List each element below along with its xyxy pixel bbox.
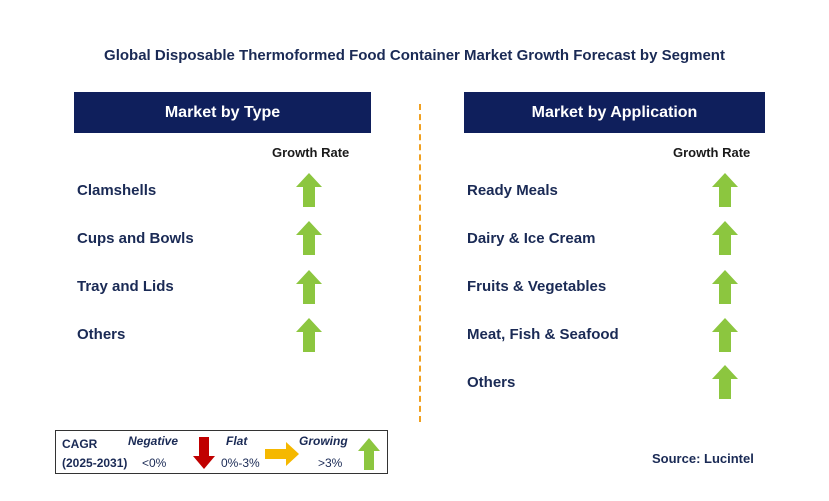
legend-period-label: (2025-2031) — [62, 456, 128, 470]
application-row-dairy-ice-cream: Dairy & Ice Cream — [467, 230, 596, 247]
market-by-application-header: Market by Application — [464, 92, 765, 133]
up-arrow-icon — [712, 270, 738, 304]
type-row-tray-and-lids: Tray and Lids — [77, 278, 174, 295]
up-arrow-icon — [296, 270, 322, 304]
cagr-legend: CAGR (2025-2031) Negative <0% Flat 0%-3%… — [55, 430, 388, 474]
application-row-others: Others — [467, 374, 516, 391]
market-by-application-header-label: Market by Application — [531, 103, 698, 121]
legend-negative-label: Negative — [128, 434, 179, 448]
panel-divider — [419, 104, 421, 422]
up-arrow-icon — [712, 365, 738, 399]
legend-negative-value: <0% — [142, 456, 167, 470]
application-row-meat-fish-seafood: Meat, Fish & Seafood — [467, 326, 619, 343]
legend-flat-label: Flat — [226, 434, 248, 448]
application-row-fruits-vegetables: Fruits & Vegetables — [467, 278, 607, 295]
legend-cagr-label: CAGR — [62, 437, 98, 451]
legend-growing-value: >3% — [318, 456, 343, 470]
market-by-type-header: Market by Type — [74, 92, 371, 133]
application-row-ready-meals: Ready Meals — [467, 182, 558, 199]
up-arrow-icon — [296, 173, 322, 207]
type-row-cups-and-bowls: Cups and Bowls — [77, 230, 194, 247]
up-arrow-icon — [712, 173, 738, 207]
up-arrow-icon — [296, 318, 322, 352]
up-arrow-icon — [712, 221, 738, 255]
up-arrow-icon — [296, 221, 322, 255]
legend-growing-label: Growing — [299, 434, 348, 448]
left-growth-rate-label: Growth Rate — [272, 145, 350, 160]
down-arrow-icon — [193, 437, 215, 469]
chart-title: Global Disposable Thermoformed Food Cont… — [104, 47, 725, 64]
market-by-type-header-label: Market by Type — [164, 103, 281, 121]
type-row-clamshells: Clamshells — [77, 182, 157, 199]
up-arrow-icon — [712, 318, 738, 352]
up-arrow-icon — [358, 438, 380, 470]
source-label: Source: Lucintel — [652, 451, 754, 466]
right-growth-rate-label: Growth Rate — [673, 145, 751, 160]
legend-flat-value: 0%-3% — [221, 456, 260, 470]
type-row-others: Others — [77, 326, 126, 343]
right-arrow-icon — [265, 442, 299, 466]
